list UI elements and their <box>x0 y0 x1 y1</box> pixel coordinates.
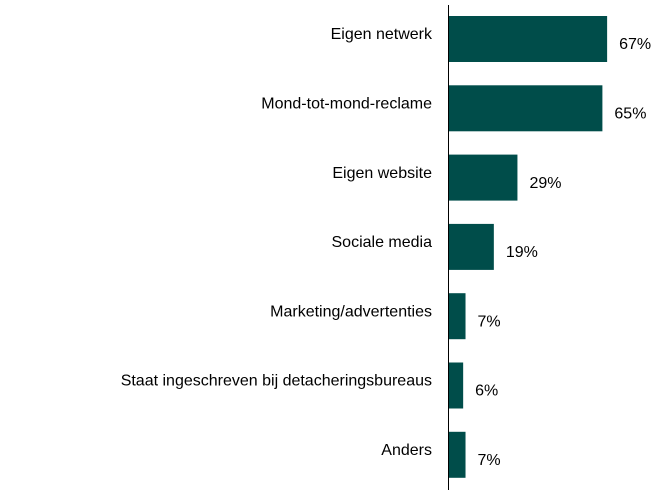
value-label: 6% <box>475 383 498 400</box>
value-label: 7% <box>478 452 501 469</box>
value-label: 7% <box>478 313 501 330</box>
bar <box>449 431 466 478</box>
value-label: 65% <box>614 106 646 123</box>
category-label: Marketing/advertenties <box>270 303 432 320</box>
bar <box>449 85 603 132</box>
category-label: Staat ingeschreven bij detacheringsburea… <box>121 373 432 390</box>
category-label: Mond-tot-mond-reclame <box>261 96 432 113</box>
bar <box>449 154 518 201</box>
category-label: Sociale media <box>332 234 433 251</box>
value-label: 67% <box>619 36 651 53</box>
bar <box>449 223 494 270</box>
bar <box>449 362 464 409</box>
bar <box>449 16 608 62</box>
bar <box>449 293 466 340</box>
category-label: Eigen website <box>332 165 432 182</box>
category-label: Eigen netwerk <box>331 26 433 43</box>
category-label: Anders <box>381 442 432 459</box>
value-label: 19% <box>506 244 538 261</box>
value-label: 29% <box>529 175 561 192</box>
